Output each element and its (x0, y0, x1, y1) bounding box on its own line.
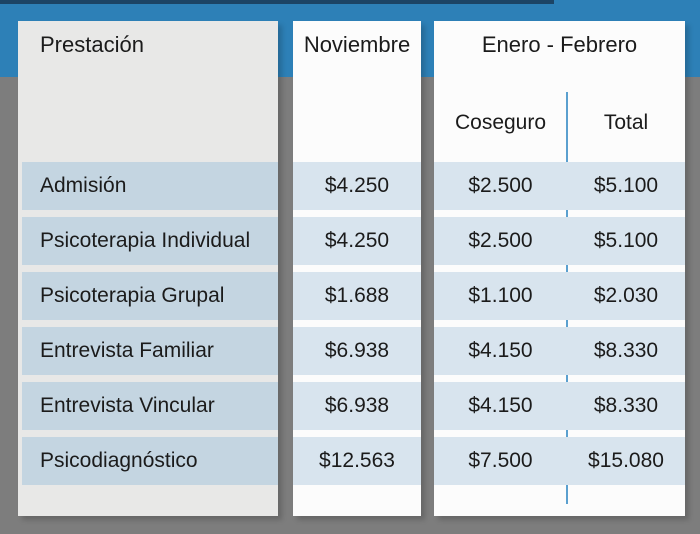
total-cell: $5.100 (567, 217, 685, 265)
enero-febrero-cell: $4.150 $8.330 (434, 327, 685, 375)
november-column-card: Noviembre (293, 21, 421, 516)
coseguro-value: $2.500 (468, 174, 533, 197)
enero-febrero-cell: $7.500 $15.080 (434, 437, 685, 485)
service-cell: Psicodiagnóstico (22, 437, 278, 485)
noviembre-cell: $6.938 (293, 382, 421, 430)
total-value: $15.080 (588, 449, 664, 472)
coseguro-cell: $4.150 (434, 327, 567, 375)
noviembre-value: $12.563 (319, 449, 395, 472)
enero-febrero-cell: $1.100 $2.030 (434, 272, 685, 320)
coseguro-cell: $7.500 (434, 437, 567, 485)
noviembre-value: $6.938 (324, 394, 390, 417)
coseguro-cell: $2.500 (434, 162, 567, 210)
table-row: Psicodiagnóstico $12.563 $7.500 $15.080 (0, 437, 700, 485)
subheader-row: Coseguro Total (434, 95, 685, 151)
total-value: $5.100 (593, 229, 659, 252)
coseguro-value: $4.150 (468, 394, 533, 417)
coseguro-value: $7.500 (468, 449, 533, 472)
column-header-enero-febrero: Enero - Febrero (481, 32, 638, 57)
service-cell: Admisión (22, 162, 278, 210)
coseguro-cell: $4.150 (434, 382, 567, 430)
noviembre-value: $4.250 (324, 229, 390, 252)
service-label: Entrevista Familiar (40, 339, 214, 362)
service-label: Psicoterapia Grupal (40, 284, 225, 307)
column-header-prestacion: Prestación (40, 32, 144, 57)
noviembre-cell: $4.250 (293, 162, 421, 210)
service-label: Entrevista Vincular (40, 394, 215, 417)
service-cell: Entrevista Vincular (22, 382, 278, 430)
total-cell: $8.330 (567, 327, 685, 375)
coseguro-value: $1.100 (468, 284, 533, 307)
total-value: $8.330 (593, 339, 659, 362)
service-cell: Psicoterapia Individual (22, 217, 278, 265)
total-value: $2.030 (593, 284, 659, 307)
subheader-coseguro: Coseguro (454, 111, 547, 134)
table-row: Psicoterapia Individual $4.250 $2.500 $5… (0, 217, 700, 265)
total-cell: $5.100 (567, 162, 685, 210)
total-cell: $15.080 (567, 437, 685, 485)
total-value: $5.100 (593, 174, 659, 197)
top-navy-strip (0, 0, 554, 4)
coseguro-value: $2.500 (468, 229, 533, 252)
total-cell: $8.330 (567, 382, 685, 430)
noviembre-cell: $4.250 (293, 217, 421, 265)
service-cell: Entrevista Familiar (22, 327, 278, 375)
service-label: Psicoterapia Individual (40, 229, 251, 252)
table-row: Psicoterapia Grupal $1.688 $1.100 $2.030 (0, 272, 700, 320)
subheader-total: Total (603, 111, 649, 134)
noviembre-cell: $1.688 (293, 272, 421, 320)
noviembre-value: $4.250 (324, 174, 390, 197)
noviembre-cell: $12.563 (293, 437, 421, 485)
enero-febrero-cell: $2.500 $5.100 (434, 162, 685, 210)
service-label: Admisión (40, 174, 127, 197)
noviembre-value: $1.688 (324, 284, 390, 307)
total-value: $8.330 (593, 394, 659, 417)
enero-febrero-cell: $2.500 $5.100 (434, 217, 685, 265)
coseguro-value: $4.150 (468, 339, 533, 362)
service-column-card: Prestación (18, 21, 278, 516)
service-cell: Psicoterapia Grupal (22, 272, 278, 320)
table-row: Entrevista Vincular $6.938 $4.150 $8.330 (0, 382, 700, 430)
total-cell: $2.030 (567, 272, 685, 320)
service-label: Psicodiagnóstico (40, 449, 198, 472)
table-row: Entrevista Familiar $6.938 $4.150 $8.330 (0, 327, 700, 375)
noviembre-cell: $6.938 (293, 327, 421, 375)
enero-febrero-cell: $4.150 $8.330 (434, 382, 685, 430)
noviembre-value: $6.938 (324, 339, 390, 362)
table-row: Admisión $4.250 $2.500 $5.100 (0, 162, 700, 210)
enero-febrero-column-card: Enero - Febrero Coseguro Total (434, 21, 685, 516)
column-header-noviembre: Noviembre (303, 32, 411, 57)
coseguro-cell: $2.500 (434, 217, 567, 265)
coseguro-cell: $1.100 (434, 272, 567, 320)
